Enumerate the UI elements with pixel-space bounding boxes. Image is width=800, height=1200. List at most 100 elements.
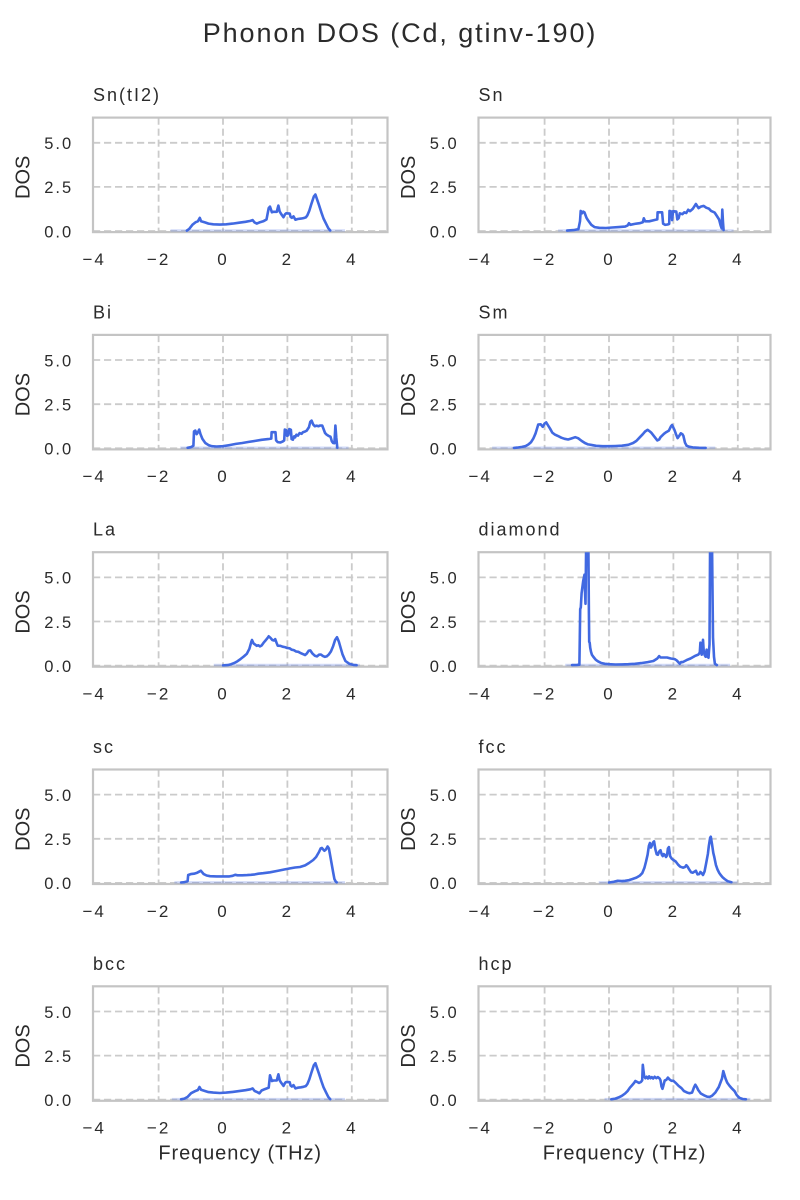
svg-text:Frequency (THz): Frequency (THz) <box>158 1143 322 1165</box>
svg-text:Sm: Sm <box>479 302 510 322</box>
svg-text:−4: −4 <box>469 467 492 486</box>
svg-text:5.0: 5.0 <box>44 570 73 588</box>
svg-text:0: 0 <box>217 902 228 921</box>
svg-text:Frequency (THz): Frequency (THz) <box>543 1143 707 1165</box>
svg-text:0.0: 0.0 <box>44 441 73 459</box>
svg-text:DOS: DOS <box>398 1024 420 1067</box>
svg-text:0.0: 0.0 <box>44 1092 73 1110</box>
svg-text:0.0: 0.0 <box>430 658 459 676</box>
svg-text:0: 0 <box>603 467 614 486</box>
svg-text:bcc: bcc <box>93 954 127 974</box>
svg-text:2: 2 <box>668 250 679 269</box>
svg-text:4: 4 <box>732 467 743 486</box>
svg-text:Sn: Sn <box>479 85 505 105</box>
svg-text:DOS: DOS <box>398 156 420 199</box>
svg-text:5.0: 5.0 <box>44 135 73 153</box>
svg-text:−2: −2 <box>533 467 556 486</box>
svg-text:−4: −4 <box>83 685 106 704</box>
svg-text:4: 4 <box>732 250 743 269</box>
svg-text:5.0: 5.0 <box>44 1004 73 1022</box>
svg-text:−2: −2 <box>533 250 556 269</box>
svg-text:4: 4 <box>346 902 357 921</box>
svg-text:2: 2 <box>282 902 293 921</box>
svg-text:−2: −2 <box>147 250 170 269</box>
svg-text:sc: sc <box>93 737 115 757</box>
svg-text:2.5: 2.5 <box>430 831 459 849</box>
svg-text:2.5: 2.5 <box>44 397 73 415</box>
svg-text:2.5: 2.5 <box>44 614 73 632</box>
svg-text:DOS: DOS <box>13 590 35 633</box>
svg-text:0: 0 <box>603 685 614 704</box>
svg-text:DOS: DOS <box>13 808 35 851</box>
svg-text:0: 0 <box>217 1119 228 1138</box>
svg-text:diamond: diamond <box>479 520 562 540</box>
svg-text:5.0: 5.0 <box>430 135 459 153</box>
svg-text:5.0: 5.0 <box>430 787 459 805</box>
svg-text:Phonon DOS (Cd, gtinv-190): Phonon DOS (Cd, gtinv-190) <box>203 18 598 48</box>
svg-text:2.5: 2.5 <box>44 1048 73 1066</box>
svg-text:−4: −4 <box>469 1119 492 1138</box>
svg-text:hcp: hcp <box>479 954 514 974</box>
svg-text:DOS: DOS <box>398 590 420 633</box>
svg-text:0.0: 0.0 <box>430 223 459 241</box>
svg-text:DOS: DOS <box>398 808 420 851</box>
svg-text:−4: −4 <box>469 250 492 269</box>
svg-text:DOS: DOS <box>13 373 35 416</box>
svg-text:4: 4 <box>732 902 743 921</box>
svg-text:0: 0 <box>603 902 614 921</box>
svg-text:−4: −4 <box>83 250 106 269</box>
svg-text:fcc: fcc <box>479 737 508 757</box>
svg-text:2.5: 2.5 <box>44 179 73 197</box>
svg-text:5.0: 5.0 <box>44 352 73 370</box>
svg-text:4: 4 <box>346 467 357 486</box>
svg-text:2: 2 <box>282 467 293 486</box>
svg-text:2.5: 2.5 <box>430 397 459 415</box>
svg-text:0: 0 <box>217 250 228 269</box>
svg-text:−4: −4 <box>83 467 106 486</box>
svg-text:2: 2 <box>282 685 293 704</box>
svg-text:2.5: 2.5 <box>430 614 459 632</box>
svg-text:−2: −2 <box>533 902 556 921</box>
svg-text:0: 0 <box>603 250 614 269</box>
svg-text:2.5: 2.5 <box>44 831 73 849</box>
svg-text:0.0: 0.0 <box>430 1092 459 1110</box>
svg-text:La: La <box>93 520 117 540</box>
svg-text:4: 4 <box>732 685 743 704</box>
svg-text:−4: −4 <box>83 1119 106 1138</box>
svg-text:5.0: 5.0 <box>430 570 459 588</box>
svg-text:5.0: 5.0 <box>430 1004 459 1022</box>
svg-text:−2: −2 <box>147 467 170 486</box>
svg-text:0: 0 <box>603 1119 614 1138</box>
svg-text:0.0: 0.0 <box>44 223 73 241</box>
svg-text:2: 2 <box>282 1119 293 1138</box>
svg-text:−2: −2 <box>533 1119 556 1138</box>
svg-text:4: 4 <box>732 1119 743 1138</box>
svg-text:5.0: 5.0 <box>430 352 459 370</box>
svg-text:0: 0 <box>217 685 228 704</box>
svg-text:DOS: DOS <box>398 373 420 416</box>
svg-text:2: 2 <box>668 685 679 704</box>
svg-text:Sn(tI2): Sn(tI2) <box>93 85 161 105</box>
svg-text:Bi: Bi <box>93 302 113 322</box>
svg-text:−4: −4 <box>83 902 106 921</box>
svg-text:−2: −2 <box>147 902 170 921</box>
svg-text:2: 2 <box>668 1119 679 1138</box>
svg-text:5.0: 5.0 <box>44 787 73 805</box>
svg-text:4: 4 <box>346 250 357 269</box>
svg-text:−2: −2 <box>533 685 556 704</box>
svg-text:0.0: 0.0 <box>430 875 459 893</box>
svg-text:0.0: 0.0 <box>430 441 459 459</box>
svg-text:2: 2 <box>282 250 293 269</box>
svg-text:2: 2 <box>668 902 679 921</box>
svg-text:−4: −4 <box>469 685 492 704</box>
svg-text:−2: −2 <box>147 685 170 704</box>
svg-text:−4: −4 <box>469 902 492 921</box>
svg-text:2.5: 2.5 <box>430 1048 459 1066</box>
svg-text:−2: −2 <box>147 1119 170 1138</box>
svg-text:0.0: 0.0 <box>44 875 73 893</box>
svg-text:4: 4 <box>346 1119 357 1138</box>
svg-text:4: 4 <box>346 685 357 704</box>
svg-text:0: 0 <box>217 467 228 486</box>
svg-text:0.0: 0.0 <box>44 658 73 676</box>
svg-text:DOS: DOS <box>13 156 35 199</box>
